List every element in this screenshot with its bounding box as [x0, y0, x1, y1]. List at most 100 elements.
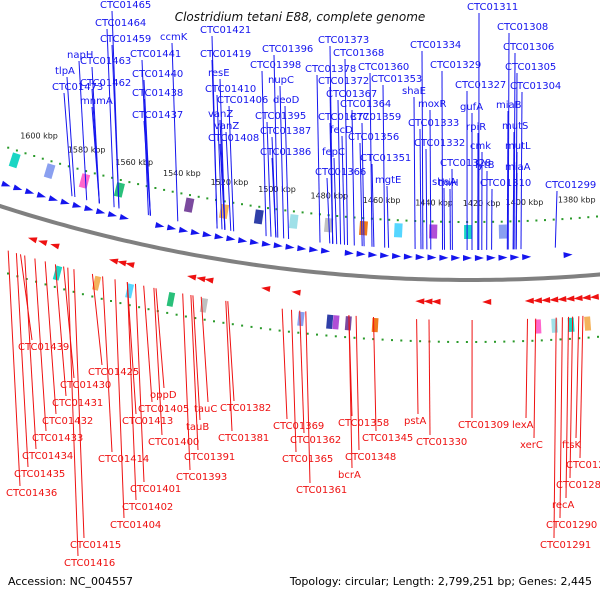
- gc-dot: [457, 221, 460, 223]
- forward-gene-arrow: [462, 254, 472, 261]
- reverse-gene-label: CTC01381: [218, 433, 269, 444]
- forward-leader-line: [106, 28, 115, 208]
- forward-gene-arrow: [320, 247, 331, 254]
- reverse-gene-label: lexA: [512, 420, 534, 431]
- reverse-gene-label: CTC01430: [60, 380, 111, 391]
- reverse-gene-label: tauB: [186, 422, 209, 433]
- gc-dot: [568, 337, 571, 340]
- forward-gene-arrow: [273, 242, 283, 249]
- gc-dot: [102, 174, 105, 177]
- forward-gene-label: CTC01377: [318, 112, 369, 123]
- gc-dot: [440, 220, 443, 223]
- reverse-gene-arrow: [557, 296, 567, 302]
- forward-gene-arrow: [119, 213, 129, 220]
- forward-gene-arrow: [1, 180, 11, 187]
- reverse-gene-label: bcrA: [338, 470, 361, 481]
- forward-gene-arrow: [427, 254, 437, 261]
- forward-gene-arrow: [190, 229, 200, 235]
- forward-leader-line: [429, 109, 432, 250]
- gc-dot: [388, 218, 391, 221]
- forward-gene-arrow: [36, 191, 47, 198]
- forward-gene-label: CTC01327: [455, 80, 506, 91]
- reverse-feature-block: [332, 315, 340, 330]
- reverse-gene-label: CTC01432: [42, 416, 93, 427]
- gc-dot: [53, 285, 56, 288]
- reverse-feature-block: [52, 265, 63, 281]
- forward-gene-arrow: [84, 205, 94, 211]
- forward-gene-label: cmk: [470, 141, 491, 152]
- gc-dot: [379, 218, 382, 221]
- gc-dot: [447, 340, 450, 343]
- forward-feature-block: [464, 224, 473, 240]
- forward-leader-line: [512, 131, 515, 250]
- forward-leader-line: [284, 105, 290, 240]
- gc-dot: [100, 297, 103, 300]
- gc-dot: [431, 220, 434, 223]
- forward-gene-label: shaA: [432, 177, 457, 188]
- forward-leader-line: [211, 59, 218, 229]
- gc-dot: [353, 216, 356, 219]
- forward-leader-line: [91, 106, 100, 204]
- gc-dot: [336, 215, 339, 217]
- forward-gene-arrow: [380, 252, 390, 259]
- gc-dot: [163, 188, 166, 191]
- forward-gene-label: shaE: [402, 86, 426, 97]
- forward-gene-label: CTC01360: [358, 62, 409, 73]
- forward-leader-line: [351, 109, 355, 246]
- forward-gene-arrow: [391, 252, 402, 259]
- gc-dot: [552, 218, 555, 221]
- reverse-feature-block: [166, 291, 176, 307]
- gc-dot: [206, 197, 209, 200]
- forward-feature-block: [43, 163, 56, 179]
- reverse-gene-arrow: [291, 289, 301, 296]
- reverse-gene-label: CTC01345: [362, 433, 413, 444]
- reverse-gene-arrow: [261, 286, 271, 293]
- forward-leader-line: [441, 70, 443, 250]
- forward-gene-label: CTC01334: [410, 40, 461, 51]
- backbone-arc: [0, 203, 600, 282]
- reverse-gene-label: CTC01365: [282, 454, 333, 465]
- gc-dot: [213, 320, 215, 323]
- gc-dot: [287, 330, 290, 333]
- forward-gene-label: CTC01308: [497, 22, 548, 33]
- gc-dot: [137, 183, 140, 186]
- gc-dot: [587, 216, 590, 219]
- gc-dot: [561, 218, 564, 221]
- scale-tick-label: 1580 kbp: [68, 146, 106, 155]
- forward-gene-arrow: [510, 254, 520, 261]
- forward-gene-arrow: [178, 226, 189, 233]
- gc-dot: [522, 340, 525, 343]
- gc-dot: [250, 325, 253, 328]
- forward-gene-arrow: [403, 253, 413, 260]
- reverse-feature-block: [371, 317, 379, 333]
- reverse-leader-line: [299, 310, 305, 434]
- forward-gene-label: deoD: [273, 95, 300, 106]
- forward-leader-line: [341, 135, 345, 245]
- reverse-leader-line: [67, 267, 79, 557]
- forward-gene-arrow: [522, 254, 532, 261]
- gc-dot: [437, 340, 440, 343]
- gc-dot: [171, 190, 174, 193]
- gc-dot: [128, 304, 131, 307]
- forward-gene-label: miaA: [505, 162, 531, 173]
- reverse-feature-block: [92, 275, 102, 291]
- forward-gene-label: CTC01332: [414, 138, 465, 149]
- gc-dot: [59, 162, 62, 165]
- reverse-gene-arrow: [589, 293, 600, 300]
- forward-gene-arrow: [72, 201, 82, 208]
- gc-dot: [15, 149, 18, 152]
- reverse-gene-label: ftsK: [562, 440, 581, 451]
- forward-leader-line: [171, 42, 179, 222]
- reverse-gene-label: CTC01431: [52, 398, 103, 409]
- gc-dot: [596, 215, 598, 218]
- forward-gene-label: CTC01440: [132, 69, 183, 80]
- reverse-leader-line: [559, 317, 563, 519]
- gc-dot: [194, 317, 197, 320]
- forward-gene-label: CTC01310: [480, 178, 531, 189]
- reverse-leader-line: [63, 266, 75, 379]
- gc-dot: [310, 212, 313, 215]
- gc-dot: [535, 219, 538, 222]
- forward-leader-line: [326, 177, 331, 244]
- forward-gene-label: CTC01408: [208, 133, 259, 144]
- gc-dot: [500, 220, 503, 223]
